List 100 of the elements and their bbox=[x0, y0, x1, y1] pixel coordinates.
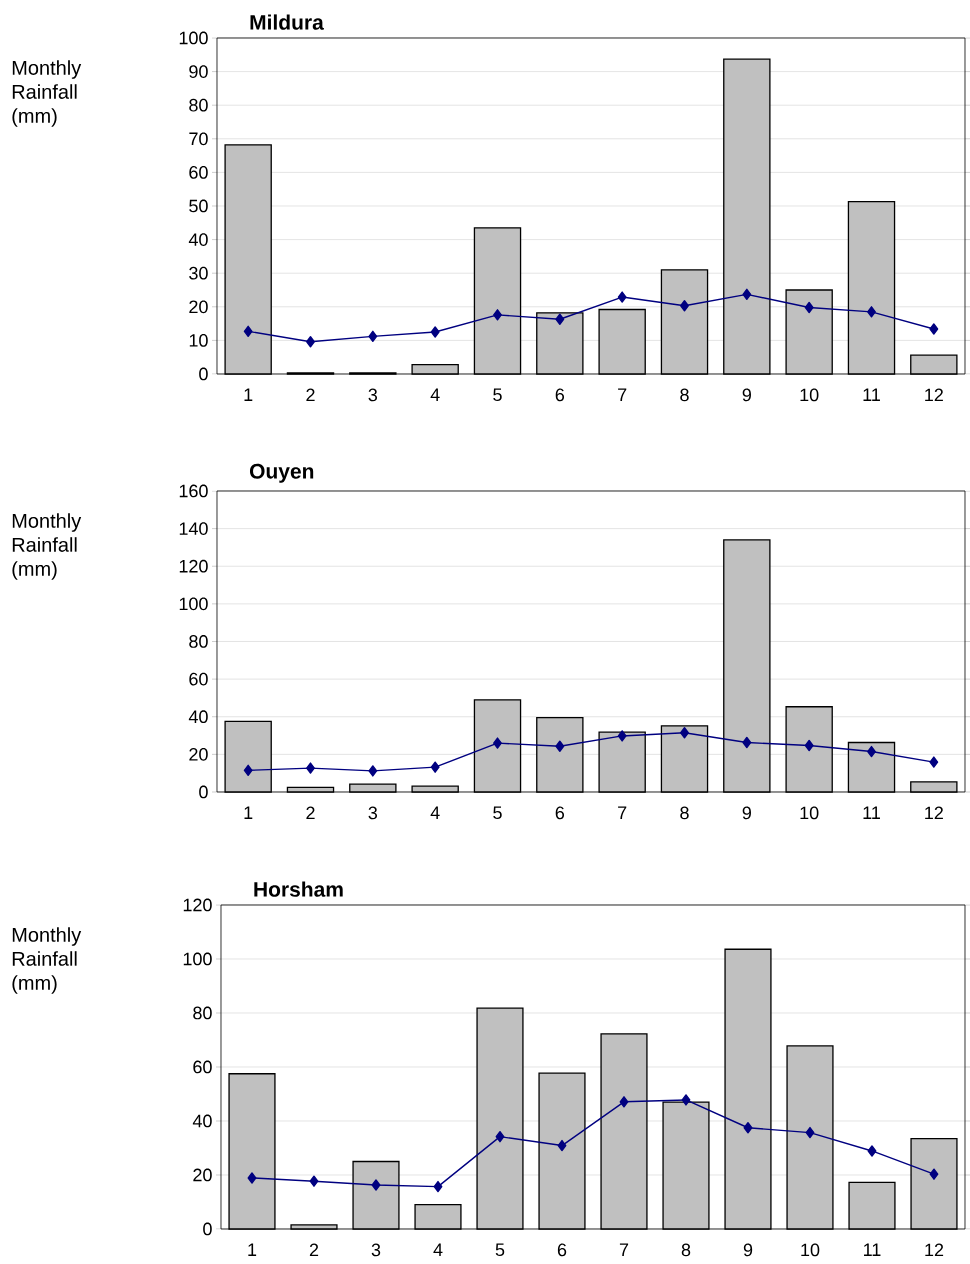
point bbox=[368, 330, 378, 343]
x-tick-label: 1 bbox=[244, 388, 253, 401]
point bbox=[804, 739, 814, 752]
point bbox=[306, 336, 315, 348]
y-tick-label: 90 bbox=[189, 65, 208, 78]
y-tick-label: 80 bbox=[189, 635, 208, 648]
chart-title: Horsham bbox=[254, 881, 343, 897]
y-tick-label: 120 bbox=[183, 898, 212, 912]
point bbox=[557, 1139, 567, 1152]
point bbox=[680, 727, 689, 739]
x-tick-label: 6 bbox=[555, 388, 565, 402]
x-tick-label: 5 bbox=[493, 388, 502, 402]
x-tick-label: 10 bbox=[800, 388, 819, 402]
y-tick-label: 100 bbox=[183, 952, 212, 966]
y-tick-label: 30 bbox=[189, 266, 208, 280]
point bbox=[804, 301, 814, 314]
point bbox=[433, 1180, 443, 1193]
point bbox=[929, 1168, 939, 1180]
x-tick-label: 7 bbox=[618, 388, 627, 401]
y-tick-label: 0 bbox=[199, 367, 208, 381]
y-tick-label: 40 bbox=[188, 233, 208, 246]
x-tick-label: 3 bbox=[368, 388, 378, 402]
y-tick-label: 20 bbox=[193, 1168, 212, 1182]
x-tick-label: 5 bbox=[495, 1243, 505, 1257]
point bbox=[867, 1145, 877, 1157]
x-tick-label: 3 bbox=[371, 1243, 381, 1257]
point bbox=[309, 1175, 319, 1187]
x-tick-label: 8 bbox=[681, 1243, 691, 1257]
y-tick-label: 120 bbox=[179, 559, 208, 573]
y-tick-label: 40 bbox=[188, 710, 208, 724]
y-tick-label: 60 bbox=[189, 672, 208, 686]
x-tick-label: 4 bbox=[430, 806, 440, 819]
point bbox=[867, 306, 876, 318]
point bbox=[617, 291, 627, 303]
point bbox=[371, 1179, 381, 1191]
y-tick-label: 80 bbox=[189, 98, 208, 112]
point bbox=[430, 326, 440, 338]
point bbox=[742, 736, 752, 749]
x-tick-label: 9 bbox=[743, 1243, 753, 1257]
x-tick-label: 10 bbox=[800, 806, 819, 820]
x-tick-label: 4 bbox=[433, 1243, 443, 1256]
y-tick-label: 100 bbox=[179, 31, 208, 45]
x-tick-label: 5 bbox=[493, 806, 502, 820]
x-tick-label: 9 bbox=[742, 806, 751, 820]
y-tick-label: 60 bbox=[193, 1060, 212, 1074]
x-tick-label: 1 bbox=[244, 806, 253, 819]
x-tick-label: 4 bbox=[430, 388, 440, 401]
x-tick-label: 6 bbox=[555, 806, 565, 820]
x-tick-label: 9 bbox=[742, 388, 751, 402]
y-tick-label: 140 bbox=[179, 522, 208, 535]
y-tick-label: 20 bbox=[189, 747, 208, 761]
point bbox=[805, 1126, 815, 1139]
y-tick-label: 80 bbox=[193, 1006, 212, 1020]
point bbox=[493, 737, 502, 749]
y-tick-label: 160 bbox=[179, 484, 208, 498]
x-tick-label: 12 bbox=[925, 1243, 944, 1257]
point bbox=[243, 764, 253, 777]
x-tick-label: 11 bbox=[863, 1243, 881, 1256]
y-axis-title: Monthly Rainfall (mm) bbox=[12, 60, 82, 127]
x-tick-label: 8 bbox=[680, 806, 689, 820]
y-tick-label: 0 bbox=[203, 1222, 212, 1236]
y-tick-label: 10 bbox=[189, 334, 208, 347]
y-tick-label: 60 bbox=[189, 166, 208, 179]
point bbox=[368, 765, 378, 777]
x-tick-label: 6 bbox=[557, 1243, 567, 1257]
y-tick-label: 20 bbox=[189, 300, 208, 314]
x-tick-label: 10 bbox=[801, 1243, 820, 1257]
x-tick-label: 11 bbox=[863, 806, 880, 819]
point bbox=[681, 1094, 691, 1106]
x-tick-label: 12 bbox=[925, 806, 943, 820]
y-tick-label: 70 bbox=[189, 132, 208, 146]
chart-title: Mildura bbox=[250, 14, 324, 30]
x-tick-label: 11 bbox=[863, 388, 880, 401]
point bbox=[247, 1172, 257, 1184]
y-axis-title: Monthly Rainfall (mm) bbox=[12, 927, 82, 994]
x-tick-label: 7 bbox=[619, 1243, 629, 1256]
point bbox=[617, 730, 627, 742]
x-tick-label: 1 bbox=[248, 1243, 257, 1256]
chart-title: Ouyen bbox=[249, 463, 314, 483]
x-tick-label: 2 bbox=[309, 1243, 319, 1257]
point bbox=[929, 756, 939, 768]
point bbox=[493, 309, 502, 321]
x-tick-label: 12 bbox=[925, 388, 943, 402]
x-tick-label: 2 bbox=[306, 806, 315, 820]
x-tick-label: 8 bbox=[680, 388, 689, 402]
point bbox=[742, 288, 752, 301]
x-tick-label: 3 bbox=[368, 806, 378, 820]
point bbox=[743, 1122, 753, 1134]
point bbox=[306, 762, 315, 774]
point bbox=[555, 740, 565, 752]
point bbox=[243, 325, 253, 338]
y-tick-label: 50 bbox=[189, 199, 208, 213]
point bbox=[430, 761, 440, 773]
y-axis-title: Monthly Rainfall (mm) bbox=[12, 513, 82, 580]
y-tick-label: 100 bbox=[179, 597, 208, 611]
point bbox=[619, 1096, 629, 1108]
y-tick-label: 40 bbox=[192, 1114, 212, 1128]
x-tick-label: 2 bbox=[306, 388, 315, 402]
point bbox=[555, 313, 565, 325]
x-tick-label: 7 bbox=[618, 806, 627, 819]
